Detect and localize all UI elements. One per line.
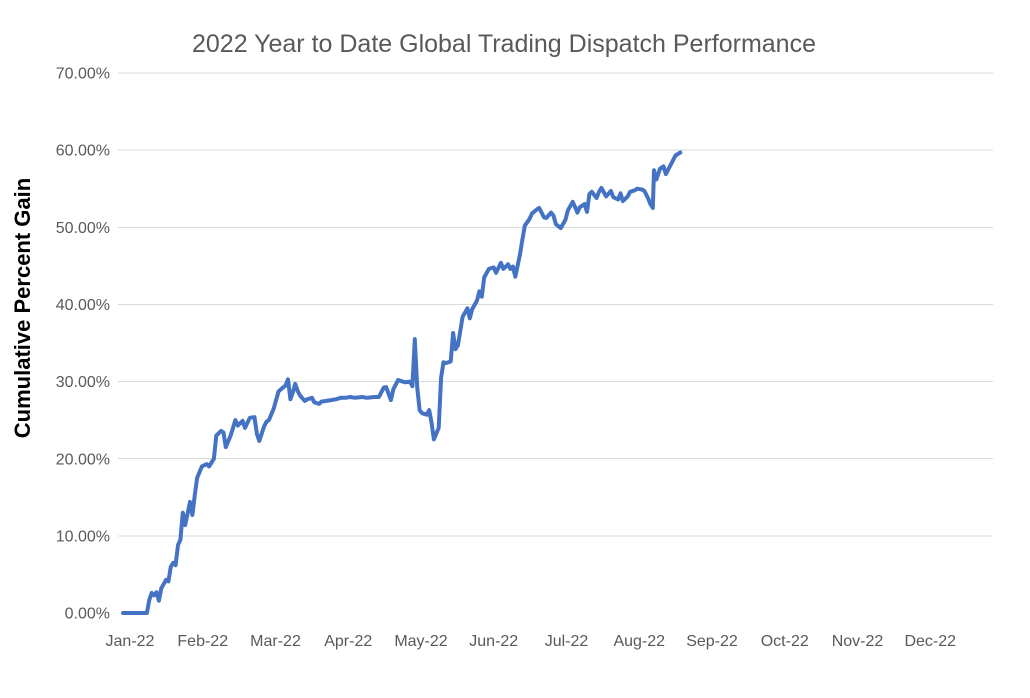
y-axis-title: Cumulative Percent Gain <box>10 178 35 438</box>
x-tick-label: Feb-22 <box>177 633 228 650</box>
gridlines <box>118 72 993 537</box>
x-tick-label: Oct-22 <box>761 633 809 650</box>
x-tick-label: Nov-22 <box>832 633 884 650</box>
x-tick-label: Jun-22 <box>469 633 518 650</box>
x-tick-label: Apr-22 <box>324 633 372 650</box>
x-tick-label: Sep-22 <box>686 633 738 650</box>
performance-line-series <box>121 150 683 615</box>
y-tick-label: 10.00% <box>56 528 110 545</box>
y-tick-label: 50.00% <box>56 220 110 237</box>
x-axis-tick-labels: Jan-22 Feb-22 Mar-22 Apr-22 May-22 Jun-22 Jul-… <box>106 633 957 650</box>
x-tick-label: Aug-22 <box>613 633 665 650</box>
x-tick-label: Jul-22 <box>545 633 589 650</box>
y-tick-label: 60.00% <box>56 143 110 160</box>
x-tick-label: May-22 <box>394 633 447 650</box>
x-tick-label: Dec-22 <box>904 633 956 650</box>
y-tick-label: 30.00% <box>56 374 110 391</box>
chart-title: 2022 Year to Date Global Trading Dispatc… <box>192 30 816 58</box>
y-axis-tick-labels: 0.00% 10.00% 20.00% 30.00% 40.00% 50.00% 60.00… <box>56 66 110 623</box>
y-tick-label: 20.00% <box>56 451 110 468</box>
y-tick-label: 40.00% <box>56 297 110 314</box>
y-tick-label: 70.00% <box>56 66 110 83</box>
x-tick-label: Jan-22 <box>106 633 155 650</box>
x-tick-label: Mar-22 <box>250 633 301 650</box>
y-tick-label: 0.00% <box>65 606 110 623</box>
